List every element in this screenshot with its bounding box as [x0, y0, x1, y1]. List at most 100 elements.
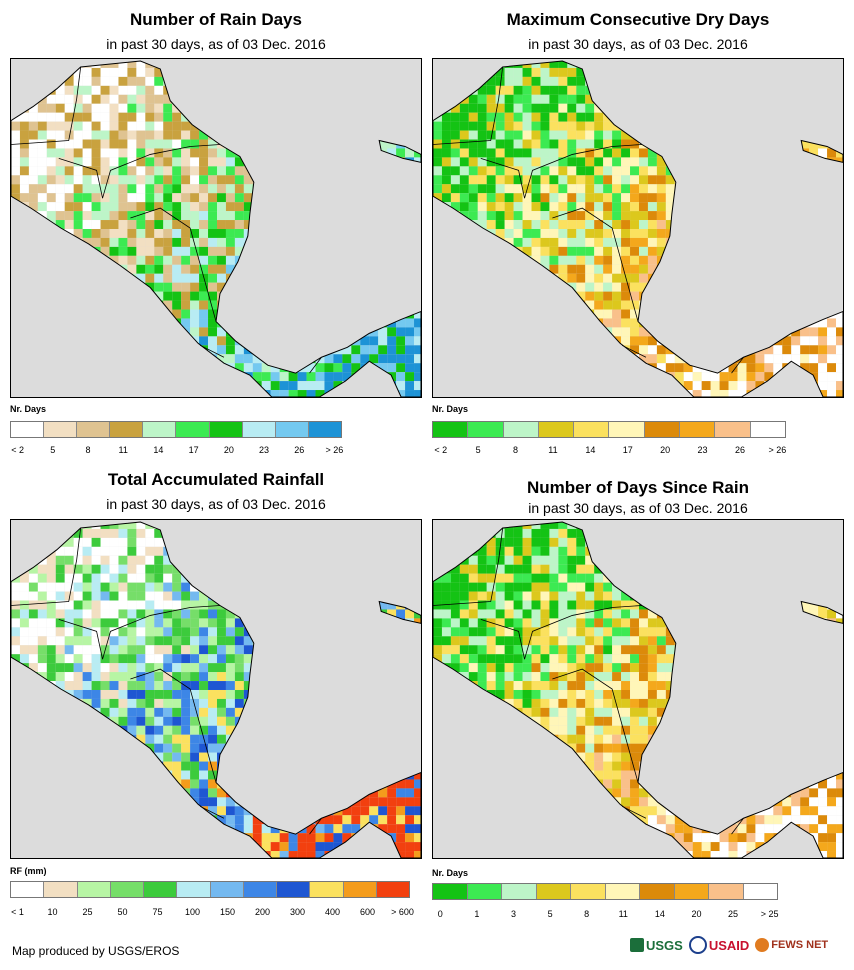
- central-america-map: [11, 521, 421, 858]
- legend-swatch: [715, 422, 751, 437]
- legend-tick: 11: [118, 445, 128, 455]
- legend-label: Nr. Days: [10, 404, 47, 414]
- legend-tick: 17: [622, 445, 633, 455]
- legend-swatch: [644, 422, 681, 437]
- country-border: [102, 144, 221, 199]
- legend-swatch: [680, 422, 716, 437]
- legend-color-bar: [10, 881, 410, 898]
- legend-swatch: [209, 422, 243, 437]
- legend-swatch: [750, 422, 785, 437]
- legend-swatch: [536, 884, 571, 899]
- legend-tick: 23: [697, 445, 708, 455]
- country-border: [524, 605, 643, 660]
- country-border: [130, 207, 217, 322]
- legend-swatch: [640, 884, 675, 899]
- legend-tick: 5: [475, 445, 481, 455]
- legend-tick: 10: [47, 907, 58, 917]
- legend-color-bar: [432, 421, 786, 438]
- country-border: [58, 619, 103, 660]
- legend-swatch: [143, 422, 177, 437]
- island-outline: [378, 139, 421, 163]
- country-border: [58, 158, 103, 199]
- map-frame: [432, 519, 844, 859]
- legend-swatch: [44, 882, 78, 897]
- panel-subtitle: in past 30 days, as of 03 Dec. 2016: [106, 36, 326, 52]
- legend-swatch: [110, 882, 144, 897]
- map-frame: [432, 58, 844, 398]
- legend-tick: 20: [660, 445, 671, 455]
- legend-swatch: [467, 884, 502, 899]
- usgs-logo: USGS: [630, 938, 683, 953]
- legend-tick: 1: [474, 909, 480, 919]
- legend-swatch: [277, 882, 311, 897]
- central-america-map: [433, 521, 843, 858]
- legend-tick: 5: [50, 445, 56, 455]
- country-border: [433, 527, 504, 606]
- legend-swatch: [275, 422, 309, 437]
- country-border: [621, 805, 647, 819]
- legend-tick: > 26: [768, 445, 787, 455]
- legend-tick: 11: [618, 909, 628, 919]
- country-border: [552, 668, 639, 783]
- legend-tick: < 1: [11, 907, 24, 917]
- legend-swatch: [11, 882, 45, 897]
- legend-color-bar: [10, 421, 342, 438]
- legend-color-bar: [432, 883, 778, 900]
- country-border: [130, 668, 217, 783]
- legend-swatch: [210, 882, 244, 897]
- legend-tick: 75: [152, 907, 163, 917]
- country-border: [480, 619, 525, 660]
- coastline: [433, 521, 843, 858]
- legend-swatch: [144, 882, 178, 897]
- map-data-cells: [11, 60, 421, 397]
- legend-swatch: [433, 884, 468, 899]
- legend-tick: 600: [359, 907, 376, 917]
- legend-swatch: [110, 422, 144, 437]
- island-outline: [378, 600, 421, 624]
- legend-tick: 26: [734, 445, 745, 455]
- legend-swatch: [538, 422, 575, 437]
- logo-strip: USGS USAID FEWS NET: [630, 930, 846, 960]
- country-border: [102, 605, 221, 660]
- usaid-logo: USAID: [688, 936, 749, 954]
- legend-ticks: 0 1 3 5 8 11 14 20 25 > 25: [422, 909, 788, 919]
- legend-tick: > 600: [391, 907, 414, 917]
- map-data-cells: [433, 521, 843, 858]
- fewsnet-logo: FEWS NET: [755, 938, 828, 952]
- country-border: [731, 817, 744, 835]
- legend-swatch: [502, 884, 537, 899]
- map-panel: Number of Days Since Rain in past 30 days…: [422, 462, 854, 932]
- legend-tick: 3: [510, 909, 516, 919]
- legend-tick: 11: [548, 445, 558, 455]
- island-outline: [800, 139, 843, 163]
- island-outline: [800, 600, 843, 624]
- legend-tick: 300: [289, 907, 306, 917]
- map-data-cells: [11, 521, 421, 858]
- legend-swatch: [571, 884, 606, 899]
- legend-label: Nr. Days: [432, 404, 469, 414]
- legend-swatch: [44, 422, 78, 437]
- coastline: [433, 60, 843, 397]
- legend-tick: < 2: [11, 445, 24, 455]
- legend-swatch: [77, 882, 111, 897]
- panel-title: Number of Days Since Rain: [526, 478, 749, 497]
- legend-label: RF (mm): [10, 866, 47, 876]
- legend-swatch: [343, 882, 377, 897]
- legend-tick: 20: [691, 909, 702, 919]
- legend-swatch: [11, 422, 45, 437]
- legend-tick: 200: [254, 907, 271, 917]
- legend-tick: 26: [294, 445, 305, 455]
- country-border: [199, 344, 225, 358]
- legend-ticks: < 2 5 8 11 14 17 20 23 26 > 26: [0, 445, 352, 455]
- panel-subtitle: in past 30 days, as of 03 Dec. 2016: [528, 500, 748, 516]
- legend-tick: > 26: [325, 445, 344, 455]
- country-border: [731, 356, 744, 374]
- legend-swatch: [242, 422, 276, 437]
- panel-title: Total Accumulated Rainfall: [107, 470, 325, 489]
- legend-tick: 100: [184, 907, 201, 917]
- legend-label: Nr. Days: [432, 868, 469, 878]
- coastline: [11, 521, 421, 858]
- legend-swatch: [743, 884, 777, 899]
- country-border: [433, 66, 504, 145]
- legend-swatch: [574, 422, 610, 437]
